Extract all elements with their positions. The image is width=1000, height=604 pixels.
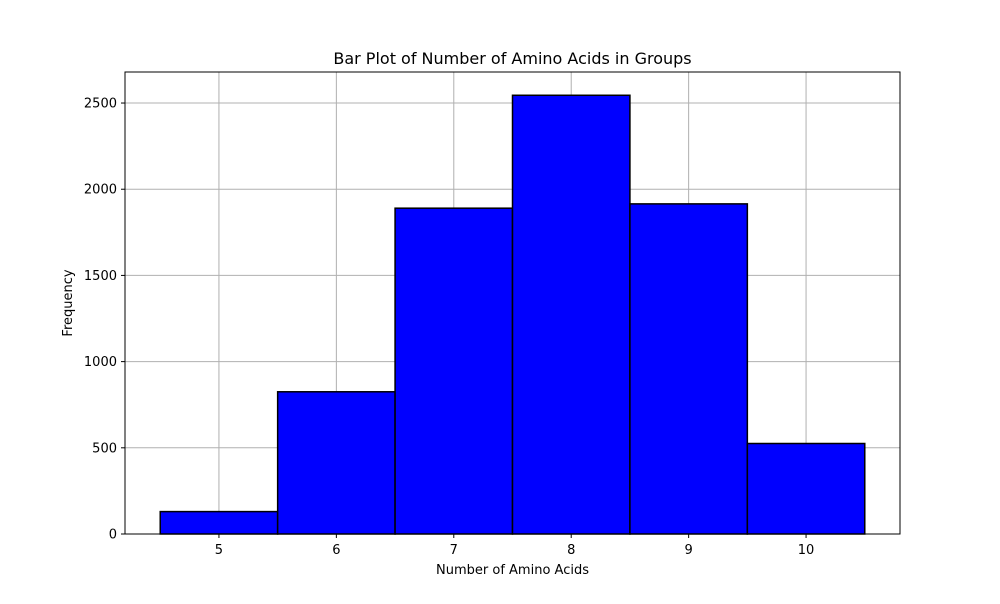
y-tick-label: 500 [92, 441, 117, 456]
bar-7 [394, 207, 514, 535]
x-axis-title: Number of Amino Acids [436, 563, 589, 578]
x-tick-label: 9 [684, 543, 692, 558]
ticks-layer: 5 6 7 8 9 10 0 500 1000 1500 2000 2500 [84, 97, 814, 558]
y-tick-label: 0 [109, 528, 117, 543]
plot-frame [124, 71, 901, 535]
x-tick-label: 7 [450, 543, 458, 558]
bar-8 [511, 94, 631, 535]
y-axis-title: Frequency [61, 269, 76, 336]
y-tick-label: 1000 [84, 355, 117, 370]
y-tick-label: 1500 [84, 269, 117, 284]
bar-10 [746, 442, 866, 535]
y-tick-label: 2500 [84, 97, 117, 112]
x-tick-label: 10 [798, 543, 815, 558]
chart-title: Bar Plot of Number of Amino Acids in Gro… [333, 49, 691, 68]
bar-6 [276, 391, 396, 535]
bar-5 [159, 510, 279, 535]
bars-layer [159, 94, 866, 535]
x-tick-label: 6 [332, 543, 340, 558]
x-tick-label: 5 [215, 543, 223, 558]
bar-9 [629, 203, 749, 535]
x-tick-label: 8 [567, 543, 575, 558]
y-tick-label: 2000 [84, 183, 117, 198]
